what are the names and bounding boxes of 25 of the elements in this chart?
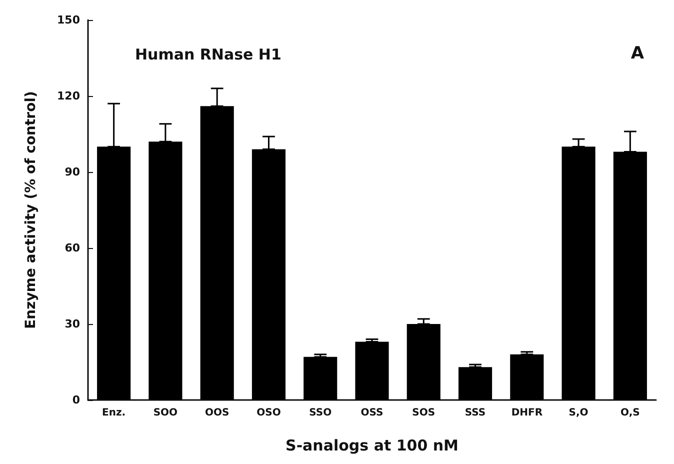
- y-tick-label: 30: [64, 318, 80, 330]
- x-tick-label: SSS: [464, 408, 486, 418]
- x-tick-label: OSS: [360, 408, 384, 418]
- annotation: A: [630, 44, 645, 64]
- y-tick-label: 0: [72, 394, 80, 406]
- x-tick-label: OSO: [256, 408, 281, 418]
- x-axis-title: S-analogs at 100 nM: [286, 436, 458, 454]
- y-axis-title: Enzyme activity (% of control): [23, 91, 39, 329]
- x-tick-label: SSO: [309, 408, 332, 418]
- y-tick-label: 150: [57, 14, 80, 26]
- y-tick-label: 90: [64, 166, 80, 178]
- x-tick-label: O,S: [620, 408, 640, 418]
- y-tick-label: 60: [64, 242, 80, 254]
- bar: [458, 367, 492, 400]
- y-tick-label: 120: [57, 90, 80, 102]
- text: Human RNase H1: [135, 46, 282, 64]
- bar: [355, 342, 389, 400]
- bar: [510, 354, 544, 400]
- x-tick-label: SOS: [412, 408, 436, 418]
- x-tick-label: OOS: [204, 408, 230, 418]
- x-tick-label: Enz.: [102, 408, 126, 418]
- x-tick-label: S,O: [568, 408, 588, 418]
- x-tick-label: DHFR: [511, 408, 543, 418]
- x-tick-label: SOO: [153, 408, 178, 418]
- bar: [304, 356, 338, 400]
